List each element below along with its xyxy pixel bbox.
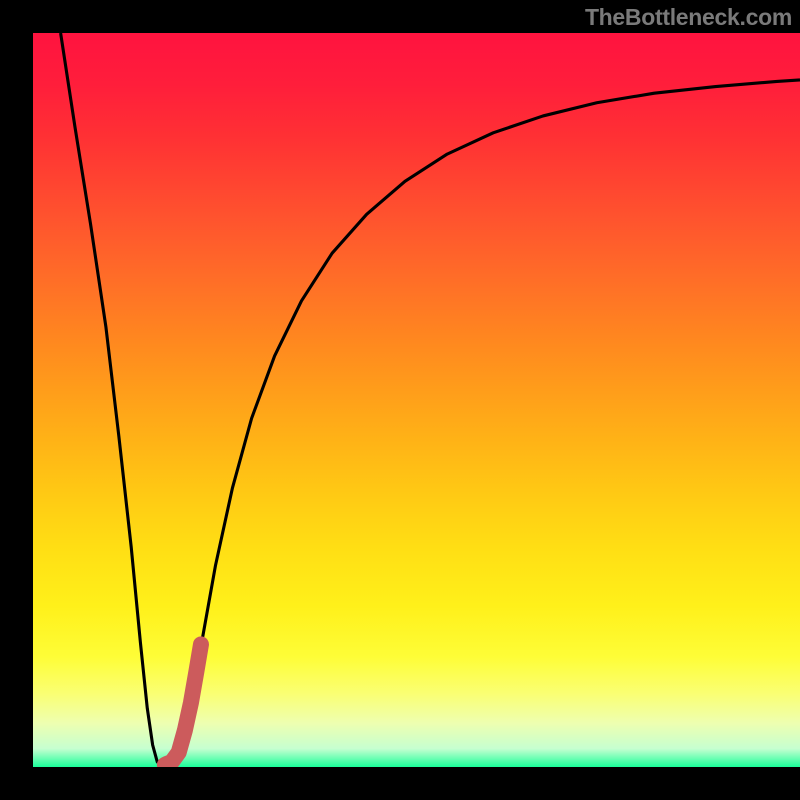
- v-curve: [61, 33, 800, 766]
- chart-container: TheBottleneck.com: [0, 0, 800, 800]
- watermark-label: TheBottleneck.com: [585, 4, 792, 31]
- curve-layer: [33, 33, 800, 767]
- highlight-stub: [165, 644, 201, 764]
- plot-area: [33, 33, 800, 767]
